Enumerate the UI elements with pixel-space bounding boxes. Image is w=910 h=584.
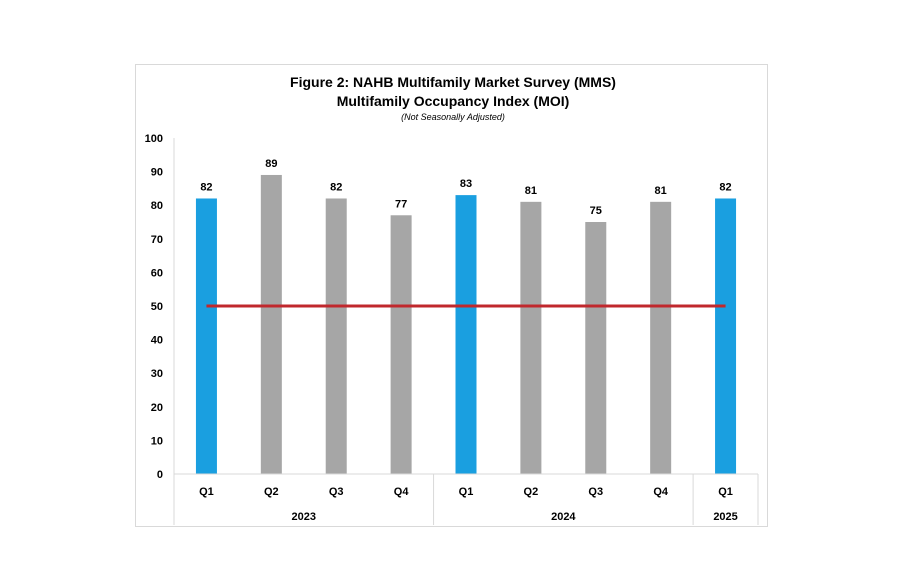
- y-axis: 0 10 20 30 40 50 60 70 80 90 100: [145, 133, 175, 481]
- bar: [520, 201, 542, 474]
- x-group-label: 2024: [551, 511, 576, 523]
- x-tick-label: Q3: [588, 486, 603, 498]
- bar: [390, 215, 412, 474]
- data-label: 82: [200, 181, 212, 193]
- bar: [715, 198, 737, 475]
- x-tick-label: Q3: [329, 486, 344, 498]
- x-group-label: 2023: [292, 511, 316, 523]
- x-tick-label: Q2: [264, 486, 279, 498]
- x-tick-label: Q4: [653, 486, 669, 498]
- chart-title-line1: Figure 2: NAHB Multifamily Market Survey…: [290, 74, 616, 90]
- chart-svg: Figure 2: NAHB Multifamily Market Survey…: [145, 74, 759, 525]
- y-tick-label: 80: [151, 200, 163, 212]
- y-tick-label: 100: [145, 133, 163, 145]
- bars-group: [195, 174, 737, 475]
- chart-subtitle: (Not Seasonally Adjusted): [401, 112, 505, 122]
- chart-title-line2: Multifamily Occupancy Index (MOI): [337, 93, 570, 109]
- bar: [195, 198, 217, 475]
- x-tick-label: Q2: [524, 486, 539, 498]
- y-tick-label: 90: [151, 167, 163, 179]
- x-axis: Q1 Q2 Q3 Q4 Q1 Q2 Q3 Q4 Q1 2023 2024 2025: [173, 473, 759, 525]
- chart-frame: Figure 2: NAHB Multifamily Market Survey…: [135, 64, 768, 527]
- data-label: 75: [590, 205, 602, 217]
- y-tick-label: 70: [151, 234, 163, 246]
- bar: [325, 198, 347, 475]
- y-tick-label: 30: [151, 368, 163, 380]
- bar: [585, 222, 607, 474]
- x-tick-label: Q1: [459, 486, 474, 498]
- data-label: 82: [330, 181, 342, 193]
- bar: [455, 195, 477, 474]
- data-label: 77: [395, 198, 407, 210]
- y-tick-label: 40: [151, 335, 163, 347]
- bar: [260, 174, 282, 474]
- bar: [650, 201, 672, 474]
- y-tick-label: 20: [151, 402, 163, 414]
- y-tick-label: 60: [151, 267, 163, 279]
- y-tick-label: 0: [157, 469, 163, 481]
- data-label: 81: [655, 185, 667, 197]
- y-tick-label: 50: [151, 301, 163, 313]
- data-label: 89: [265, 158, 277, 170]
- data-label: 82: [719, 181, 731, 193]
- x-tick-label: Q1: [718, 486, 733, 498]
- x-tick-label: Q1: [199, 486, 214, 498]
- y-tick-label: 10: [151, 435, 163, 447]
- data-label: 81: [525, 185, 537, 197]
- data-labels-group: 82 89 82 77 83 81 75 81 82: [200, 158, 731, 217]
- x-group-label: 2025: [713, 511, 737, 523]
- data-label: 83: [460, 178, 472, 190]
- x-tick-label: Q4: [394, 486, 410, 498]
